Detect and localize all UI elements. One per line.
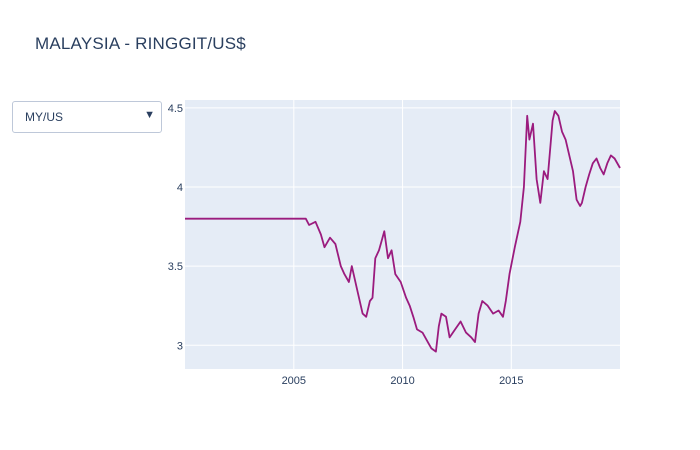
y-tick-label: 4 <box>177 182 183 194</box>
currency-dropdown[interactable]: MY/US ▼ <box>12 101 162 133</box>
grid-lines <box>185 100 620 369</box>
y-tick-label: 4.5 <box>168 103 183 115</box>
y-tick-label: 3 <box>177 340 183 352</box>
x-tick-label: 2015 <box>499 375 523 387</box>
dropdown-selected-value: MY/US <box>25 110 64 124</box>
y-tick-label: 3.5 <box>168 261 183 273</box>
tick-labels: 2005 2010 2015 3 3.5 4 4.5 <box>168 103 524 387</box>
triangle-down-icon: ▼ <box>144 109 155 121</box>
x-tick-label: 2010 <box>390 375 414 387</box>
series-lines <box>185 110 621 353</box>
x-tick-label: 2005 <box>282 375 306 387</box>
series-line <box>185 110 621 353</box>
chart-title: MALAYSIA - RINGGIT/US$ <box>35 34 246 53</box>
